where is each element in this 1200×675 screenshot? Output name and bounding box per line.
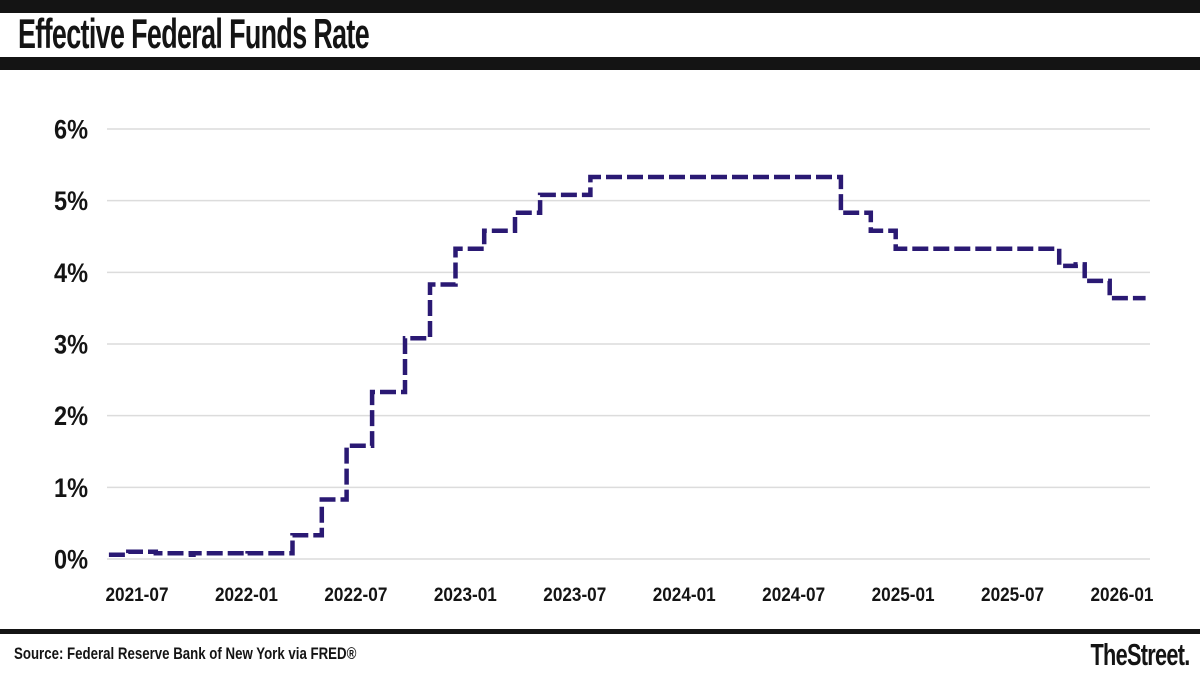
y-tick-label: 6% — [54, 114, 88, 144]
y-tick-label: 0% — [54, 545, 88, 575]
x-tick-label: 2024-07 — [762, 585, 825, 606]
x-tick-label: 2022-01 — [215, 585, 278, 606]
y-tick-label: 5% — [54, 186, 88, 216]
thestreet-logo: TheStreet. — [1090, 637, 1191, 672]
rate-step-line — [108, 174, 1146, 557]
y-tick-label: 1% — [54, 473, 88, 503]
y-tick-label: 3% — [54, 329, 88, 359]
source-attribution: Source: Federal Reserve Bank of New York… — [14, 644, 357, 663]
footer-divider-bar — [0, 629, 1200, 634]
y-tick-label: 2% — [54, 401, 88, 431]
x-tick-label: 2023-07 — [543, 585, 606, 606]
x-axis-tick-labels: 2021-07 2022-01 2022-07 2023-01 2023-07 2024-… — [106, 585, 1154, 606]
x-tick-label: 2025-07 — [981, 585, 1044, 606]
page-title: Effective Federal Funds Rate — [18, 10, 370, 57]
x-tick-label: 2021-07 — [106, 585, 169, 606]
top-black-bar — [0, 0, 1200, 13]
y-tick-label: 4% — [54, 258, 88, 288]
gridlines-group — [107, 128, 1150, 560]
y-axis-tick-labels: 6% 5% 4% 3% 2% 1% 0% — [54, 114, 88, 574]
x-tick-label: 2025-01 — [872, 585, 935, 606]
x-tick-label: 2023-01 — [434, 585, 497, 606]
effective-federal-funds-rate-chart: 6% 5% 4% 3% 2% 1% 0% 2021-07 2022-01 2022-07 2023… — [54, 114, 1154, 606]
x-tick-label: 2024-01 — [653, 585, 716, 606]
title-divider-bar — [0, 57, 1200, 70]
x-tick-label: 2022-07 — [324, 585, 387, 606]
x-tick-label: 2026-01 — [1090, 585, 1153, 606]
